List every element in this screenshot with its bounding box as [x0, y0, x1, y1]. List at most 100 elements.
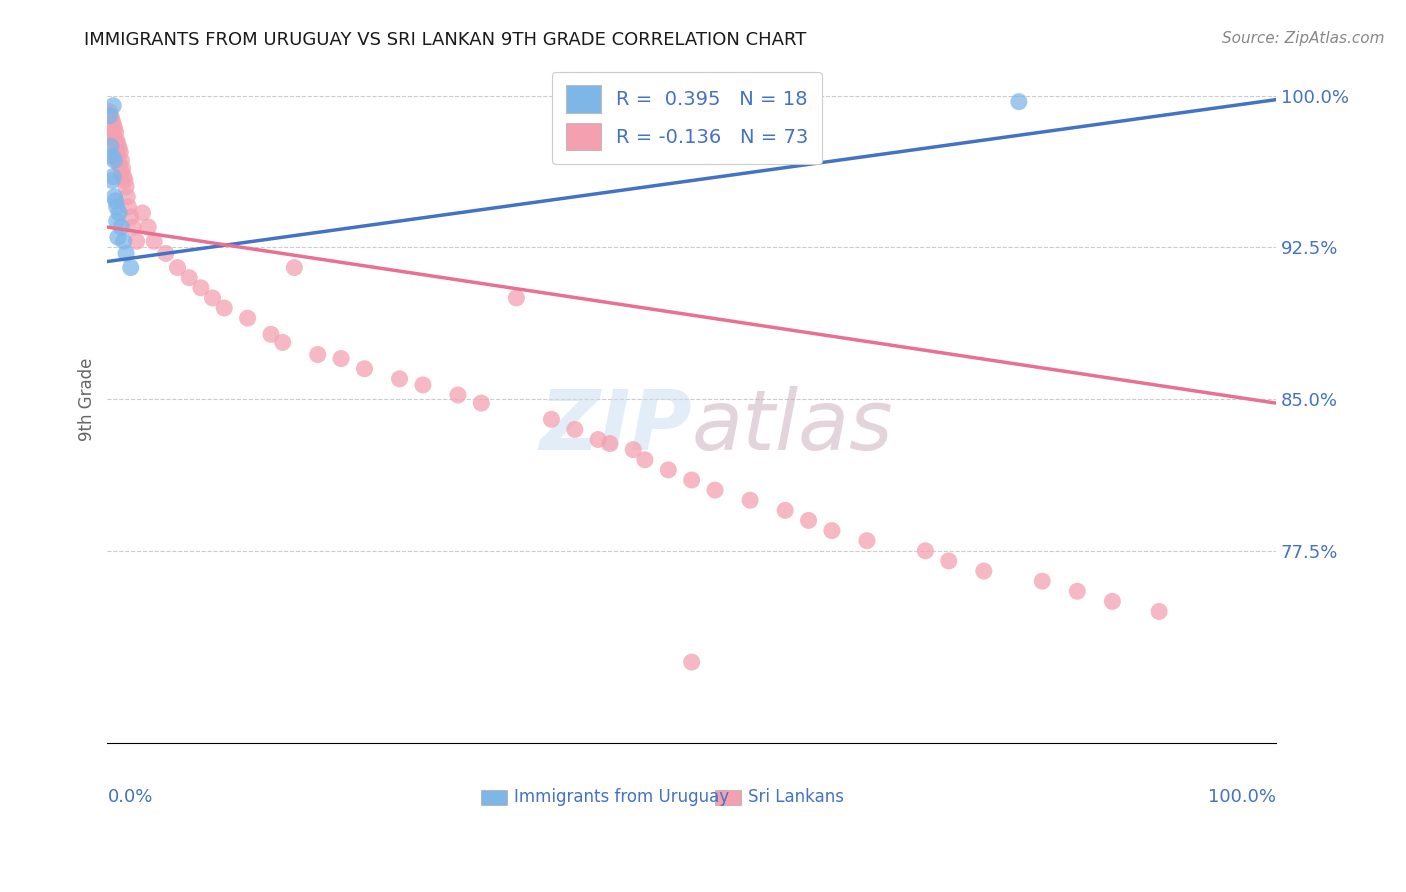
Point [107, 153, 129, 168]
Point [586, 433, 609, 447]
Text: ZIP: ZIP [538, 386, 692, 467]
Point [98, 104, 121, 119]
Point [108, 206, 131, 220]
Text: Sri Lankans: Sri Lankans [748, 788, 844, 805]
Text: IMMIGRANTS FROM URUGUAY VS SRI LANKAN 9TH GRADE CORRELATION CHART: IMMIGRANTS FROM URUGUAY VS SRI LANKAN 9T… [84, 31, 807, 49]
Point [105, 133, 128, 147]
Point [100, 109, 122, 123]
Point [104, 194, 127, 208]
Point [115, 179, 138, 194]
Point [112, 234, 135, 248]
Point [155, 246, 177, 260]
FancyBboxPatch shape [481, 789, 508, 805]
Point [271, 335, 294, 350]
Point [283, 260, 305, 275]
Point [103, 153, 125, 168]
Point [112, 169, 135, 184]
Point [98, 109, 121, 123]
Point [114, 173, 136, 187]
Point [773, 503, 796, 517]
Y-axis label: 9th Grade: 9th Grade [79, 358, 96, 441]
Point [105, 214, 128, 228]
Point [107, 137, 129, 152]
Point [738, 493, 761, 508]
Point [111, 161, 134, 176]
Point [101, 125, 124, 139]
Point [470, 396, 492, 410]
Point [914, 543, 936, 558]
Point [103, 190, 125, 204]
Point [236, 311, 259, 326]
Point [1101, 594, 1123, 608]
Point [136, 220, 159, 235]
Point [104, 125, 127, 139]
Point [388, 372, 411, 386]
Text: Immigrants from Uruguay: Immigrants from Uruguay [515, 788, 730, 805]
Point [1147, 605, 1170, 619]
Point [125, 234, 148, 248]
Point [505, 291, 527, 305]
Point [179, 270, 201, 285]
Point [104, 149, 127, 163]
Point [143, 234, 166, 248]
Point [704, 483, 727, 497]
Point [190, 281, 212, 295]
Point [108, 157, 131, 171]
Point [1031, 574, 1053, 589]
Point [201, 291, 224, 305]
Point [103, 133, 125, 147]
Point [101, 112, 124, 127]
Point [103, 117, 125, 131]
Point [1008, 95, 1031, 109]
Point [657, 463, 679, 477]
Point [104, 137, 127, 152]
Point [107, 230, 129, 244]
Point [105, 145, 128, 160]
Point [103, 129, 125, 144]
FancyBboxPatch shape [716, 789, 741, 805]
Point [120, 260, 142, 275]
Point [564, 422, 586, 436]
Point [101, 149, 124, 163]
Point [938, 554, 960, 568]
Point [681, 655, 703, 669]
Point [599, 436, 621, 450]
Point [166, 260, 188, 275]
Point [353, 361, 375, 376]
Point [110, 145, 132, 160]
Point [101, 173, 124, 187]
Point [100, 139, 122, 153]
Point [100, 119, 122, 133]
Point [117, 190, 139, 204]
Point [122, 220, 145, 235]
Point [115, 246, 138, 260]
Point [105, 200, 128, 214]
Point [447, 388, 470, 402]
Point [307, 347, 329, 361]
Point [821, 524, 844, 538]
Point [540, 412, 562, 426]
Point [212, 301, 235, 315]
Point [621, 442, 644, 457]
Point [110, 165, 132, 179]
Point [634, 452, 657, 467]
Point [681, 473, 703, 487]
Point [110, 153, 132, 168]
Text: 100.0%: 100.0% [1208, 788, 1277, 805]
Point [103, 169, 125, 184]
Point [117, 200, 139, 214]
Point [856, 533, 879, 548]
Point [260, 327, 283, 342]
Point [110, 220, 132, 235]
Point [103, 99, 125, 113]
Point [412, 378, 434, 392]
Text: Source: ZipAtlas.com: Source: ZipAtlas.com [1222, 31, 1385, 46]
Point [797, 513, 820, 527]
Text: atlas: atlas [692, 386, 893, 467]
Legend: R =  0.395   N = 18, R = -0.136   N = 73: R = 0.395 N = 18, R = -0.136 N = 73 [553, 71, 823, 164]
Point [120, 210, 142, 224]
Point [103, 120, 125, 135]
Point [131, 206, 153, 220]
Point [1066, 584, 1088, 599]
Point [330, 351, 353, 366]
